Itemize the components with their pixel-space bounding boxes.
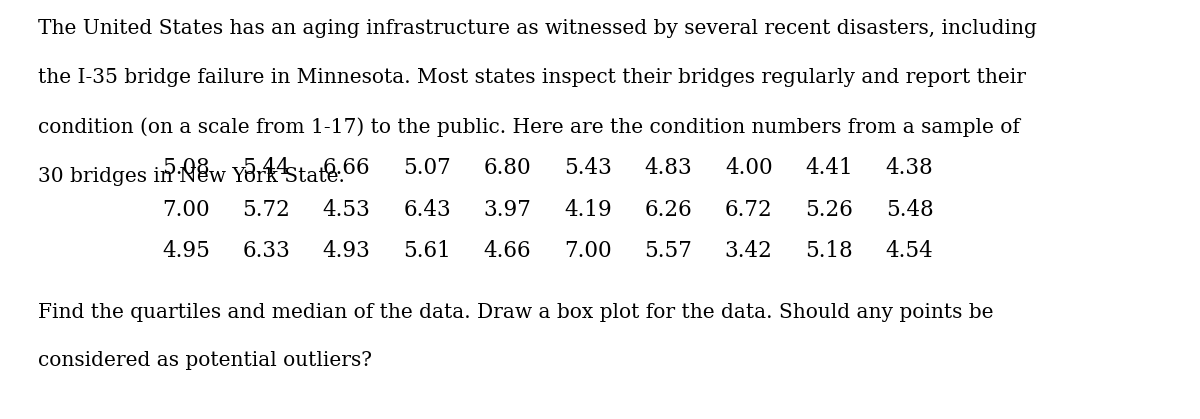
Text: 4.00: 4.00 xyxy=(725,157,773,178)
Text: 5.07: 5.07 xyxy=(403,157,451,178)
Text: 5.26: 5.26 xyxy=(805,199,853,220)
Text: 5.44: 5.44 xyxy=(242,157,290,178)
Text: 5.48: 5.48 xyxy=(886,199,934,220)
Text: 6.43: 6.43 xyxy=(403,199,451,220)
Text: 4.95: 4.95 xyxy=(162,241,210,262)
Text: 4.19: 4.19 xyxy=(564,199,612,220)
Text: 4.93: 4.93 xyxy=(323,241,371,262)
Text: considered as potential outliers?: considered as potential outliers? xyxy=(38,351,372,370)
Text: The United States has an aging infrastructure as witnessed by several recent dis: The United States has an aging infrastru… xyxy=(38,19,1037,38)
Text: 4.38: 4.38 xyxy=(886,157,934,178)
Text: 3.97: 3.97 xyxy=(484,199,532,220)
Text: 6.72: 6.72 xyxy=(725,199,773,220)
Text: 4.54: 4.54 xyxy=(886,241,934,262)
Text: the I-35 bridge failure in Minnesota. Most states inspect their bridges regularl: the I-35 bridge failure in Minnesota. Mo… xyxy=(38,68,1026,87)
Text: condition (on a scale from 1-17) to the public. Here are the condition numbers f: condition (on a scale from 1-17) to the … xyxy=(38,118,1020,137)
Text: 4.41: 4.41 xyxy=(805,157,853,178)
Text: 4.53: 4.53 xyxy=(323,199,371,220)
Text: 5.08: 5.08 xyxy=(162,157,210,178)
Text: 5.61: 5.61 xyxy=(403,241,451,262)
Text: 5.43: 5.43 xyxy=(564,157,612,178)
Text: 7.00: 7.00 xyxy=(564,241,612,262)
Text: 5.57: 5.57 xyxy=(644,241,692,262)
Text: 6.26: 6.26 xyxy=(644,199,692,220)
Text: 4.83: 4.83 xyxy=(644,157,692,178)
Text: 4.66: 4.66 xyxy=(484,241,532,262)
Text: 5.18: 5.18 xyxy=(805,241,853,262)
Text: 30 bridges in New York State.: 30 bridges in New York State. xyxy=(38,167,346,186)
Text: 7.00: 7.00 xyxy=(162,199,210,220)
Text: 5.72: 5.72 xyxy=(242,199,290,220)
Text: 6.33: 6.33 xyxy=(242,241,290,262)
Text: 3.42: 3.42 xyxy=(725,241,773,262)
Text: 6.66: 6.66 xyxy=(323,157,371,178)
Text: Find the quartiles and median of the data. Draw a box plot for the data. Should : Find the quartiles and median of the dat… xyxy=(38,303,994,321)
Text: 6.80: 6.80 xyxy=(484,157,532,178)
